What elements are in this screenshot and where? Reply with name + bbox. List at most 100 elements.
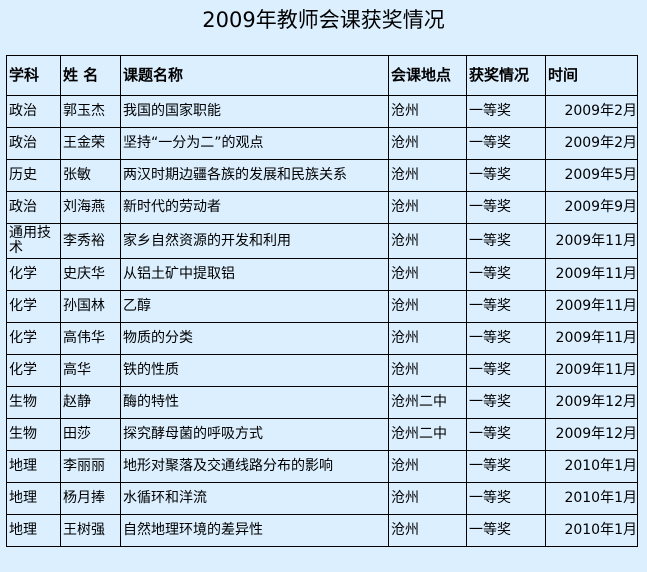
cell-time: 2010年1月 bbox=[545, 482, 638, 515]
cell-subject: 政治 bbox=[6, 95, 61, 128]
cell-name: 张敏 bbox=[60, 159, 121, 192]
header-topic: 课题名称 bbox=[120, 55, 389, 96]
cell-topic: 水循环和洋流 bbox=[120, 482, 389, 515]
cell-location: 沧州 bbox=[388, 258, 467, 291]
cell-time: 2009年9月 bbox=[545, 191, 638, 224]
table-row: 历史 张敏 两汉时期边疆各族的发展和民族关系 沧州 一等奖 2009年5月 bbox=[6, 159, 638, 192]
cell-topic: 坚持“一分为二”的观点 bbox=[120, 127, 389, 160]
cell-topic: 新时代的劳动者 bbox=[120, 191, 389, 224]
cell-subject: 地理 bbox=[6, 450, 61, 483]
cell-award: 一等奖 bbox=[466, 386, 546, 419]
cell-award: 一等奖 bbox=[466, 223, 546, 259]
cell-location: 沧州 bbox=[388, 322, 467, 355]
cell-name: 高华 bbox=[60, 354, 121, 387]
cell-award: 一等奖 bbox=[466, 159, 546, 192]
table-row: 通用技术 李秀裕 家乡自然资源的开发和利用 沧州 一等奖 2009年11月 bbox=[6, 223, 638, 259]
header-name: 姓 名 bbox=[60, 55, 121, 96]
table-row: 化学 史庆华 从铝土矿中提取铝 沧州 一等奖 2009年11月 bbox=[6, 258, 638, 291]
cell-award: 一等奖 bbox=[466, 258, 546, 291]
header-row: 学科 姓 名 课题名称 会课地点 获奖情况 时间 bbox=[6, 55, 638, 96]
cell-subject: 地理 bbox=[6, 514, 61, 547]
cell-name: 杨月捧 bbox=[60, 482, 121, 515]
cell-award: 一等奖 bbox=[466, 290, 546, 323]
cell-topic: 物质的分类 bbox=[120, 322, 389, 355]
table-row: 化学 高伟华 物质的分类 沧州 一等奖 2009年11月 bbox=[6, 322, 638, 355]
cell-topic: 家乡自然资源的开发和利用 bbox=[120, 223, 389, 259]
table-row: 政治 王金荣 坚持“一分为二”的观点 沧州 一等奖 2009年2月 bbox=[6, 127, 638, 160]
cell-subject: 政治 bbox=[6, 191, 61, 224]
cell-subject: 生物 bbox=[6, 418, 61, 451]
cell-topic: 自然地理环境的差异性 bbox=[120, 514, 389, 547]
cell-time: 2009年11月 bbox=[545, 354, 638, 387]
cell-time: 2009年5月 bbox=[545, 159, 638, 192]
cell-topic: 探究酵母菌的呼吸方式 bbox=[120, 418, 389, 451]
table-row: 生物 赵静 酶的特性 沧州二中 一等奖 2009年12月 bbox=[6, 386, 638, 419]
cell-name: 高伟华 bbox=[60, 322, 121, 355]
cell-time: 2009年2月 bbox=[545, 95, 638, 128]
cell-subject: 通用技术 bbox=[6, 223, 61, 259]
cell-subject: 地理 bbox=[6, 482, 61, 515]
cell-award: 一等奖 bbox=[466, 127, 546, 160]
cell-award: 一等奖 bbox=[466, 95, 546, 128]
cell-time: 2010年1月 bbox=[545, 514, 638, 547]
cell-subject: 化学 bbox=[6, 290, 61, 323]
cell-location: 沧州 bbox=[388, 95, 467, 128]
cell-topic: 两汉时期边疆各族的发展和民族关系 bbox=[120, 159, 389, 192]
table-row: 化学 孙国林 乙醇 沧州 一等奖 2009年11月 bbox=[6, 290, 638, 323]
cell-time: 2010年1月 bbox=[545, 450, 638, 483]
cell-location: 沧州 bbox=[388, 290, 467, 323]
cell-location: 沧州 bbox=[388, 482, 467, 515]
cell-time: 2009年12月 bbox=[545, 386, 638, 419]
cell-topic: 地形对聚落及交通线路分布的影响 bbox=[120, 450, 389, 483]
cell-award: 一等奖 bbox=[466, 450, 546, 483]
cell-location: 沧州 bbox=[388, 514, 467, 547]
cell-subject: 化学 bbox=[6, 258, 61, 291]
cell-award: 一等奖 bbox=[466, 322, 546, 355]
cell-location: 沧州 bbox=[388, 127, 467, 160]
cell-time: 2009年12月 bbox=[545, 418, 638, 451]
cell-location: 沧州二中 bbox=[388, 386, 467, 419]
table-row: 政治 刘海燕 新时代的劳动者 沧州 一等奖 2009年9月 bbox=[6, 191, 638, 224]
cell-time: 2009年11月 bbox=[545, 258, 638, 291]
cell-name: 李秀裕 bbox=[60, 223, 121, 259]
cell-name: 刘海燕 bbox=[60, 191, 121, 224]
header-award: 获奖情况 bbox=[466, 55, 546, 96]
cell-name: 王树强 bbox=[60, 514, 121, 547]
table-row: 地理 李丽丽 地形对聚落及交通线路分布的影响 沧州 一等奖 2010年1月 bbox=[6, 450, 638, 483]
cell-time: 2009年11月 bbox=[545, 322, 638, 355]
table-row: 化学 高华 铁的性质 沧州 一等奖 2009年11月 bbox=[6, 354, 638, 387]
cell-location: 沧州 bbox=[388, 450, 467, 483]
cell-name: 赵静 bbox=[60, 386, 121, 419]
cell-time: 2009年11月 bbox=[545, 290, 638, 323]
cell-subject: 政治 bbox=[6, 127, 61, 160]
cell-subject: 化学 bbox=[6, 322, 61, 355]
cell-location: 沧州 bbox=[388, 223, 467, 259]
header-time: 时间 bbox=[545, 55, 638, 96]
cell-award: 一等奖 bbox=[466, 514, 546, 547]
cell-name: 王金荣 bbox=[60, 127, 121, 160]
cell-topic: 乙醇 bbox=[120, 290, 389, 323]
header-subject: 学科 bbox=[6, 55, 61, 96]
cell-name: 李丽丽 bbox=[60, 450, 121, 483]
cell-topic: 酶的特性 bbox=[120, 386, 389, 419]
header-location: 会课地点 bbox=[388, 55, 467, 96]
cell-subject: 化学 bbox=[6, 354, 61, 387]
table-row: 地理 王树强 自然地理环境的差异性 沧州 一等奖 2010年1月 bbox=[6, 514, 638, 547]
awards-table: 学科 姓 名 课题名称 会课地点 获奖情况 时间 政治 郭玉杰 我国的国家职能 沧州一… bbox=[6, 55, 638, 547]
cell-award: 一等奖 bbox=[466, 191, 546, 224]
cell-location: 沧州 bbox=[388, 159, 467, 192]
cell-time: 2009年2月 bbox=[545, 127, 638, 160]
cell-location: 沧州 bbox=[388, 191, 467, 224]
cell-name: 田莎 bbox=[60, 418, 121, 451]
table-row: 政治 郭玉杰 我国的国家职能 沧州 一等奖 2009年2月 bbox=[6, 95, 638, 128]
cell-topic: 铁的性质 bbox=[120, 354, 389, 387]
cell-award: 一等奖 bbox=[466, 418, 546, 451]
cell-location: 沧州二中 bbox=[388, 418, 467, 451]
cell-topic: 我国的国家职能 bbox=[120, 95, 389, 128]
table-row: 地理 杨月捧 水循环和洋流 沧州 一等奖 2010年1月 bbox=[6, 482, 638, 515]
cell-name: 郭玉杰 bbox=[60, 95, 121, 128]
cell-subject: 历史 bbox=[6, 159, 61, 192]
cell-subject: 生物 bbox=[6, 386, 61, 419]
cell-time: 2009年11月 bbox=[545, 223, 638, 259]
cell-award: 一等奖 bbox=[466, 482, 546, 515]
